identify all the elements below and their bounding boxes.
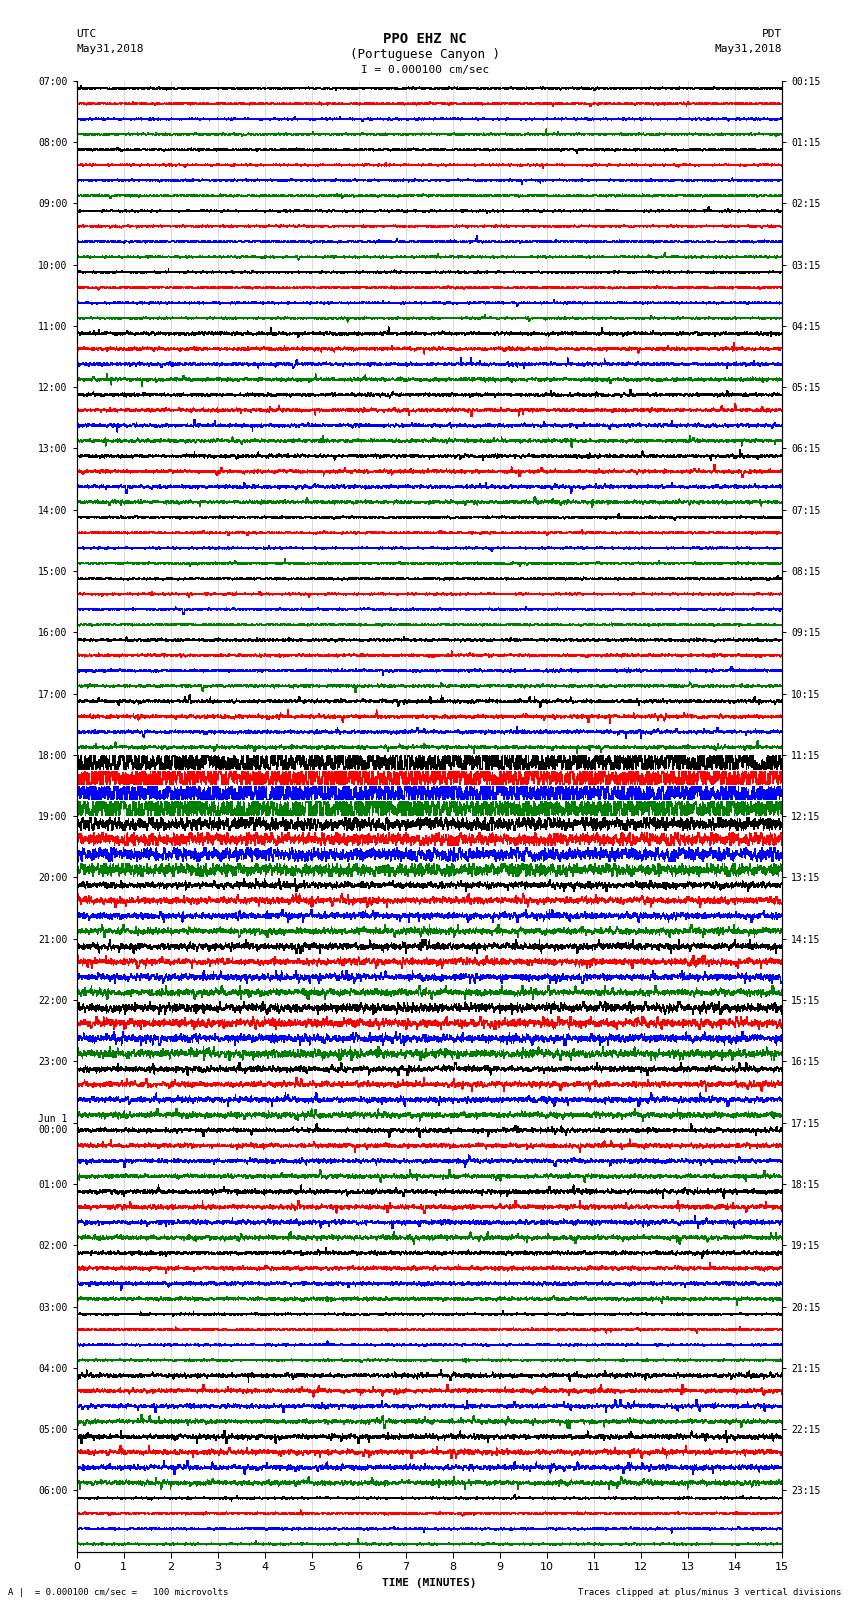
Text: PDT: PDT [762,29,782,39]
Text: May31,2018: May31,2018 [715,44,782,53]
X-axis label: TIME (MINUTES): TIME (MINUTES) [382,1578,477,1587]
Text: (Portuguese Canyon ): (Portuguese Canyon ) [350,48,500,61]
Text: May31,2018: May31,2018 [76,44,144,53]
Text: PPO EHZ NC: PPO EHZ NC [383,32,467,47]
Text: UTC: UTC [76,29,97,39]
Text: A |  = 0.000100 cm/sec =   100 microvolts: A | = 0.000100 cm/sec = 100 microvolts [8,1587,229,1597]
Text: I = 0.000100 cm/sec: I = 0.000100 cm/sec [361,65,489,74]
Text: Traces clipped at plus/minus 3 vertical divisions: Traces clipped at plus/minus 3 vertical … [578,1587,842,1597]
